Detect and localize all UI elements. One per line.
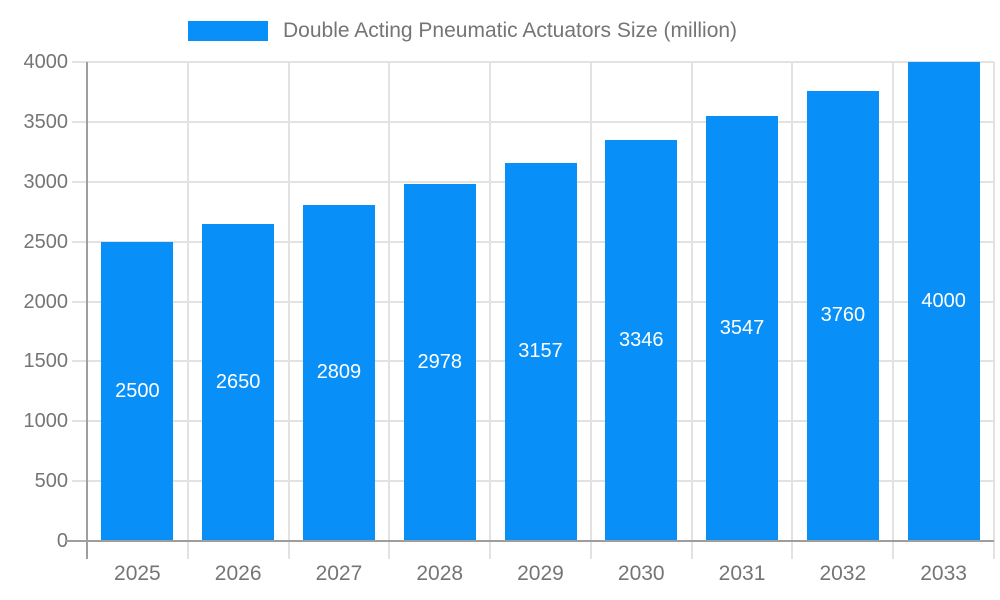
x-gridline xyxy=(489,62,492,559)
x-axis-tick-label: 2025 xyxy=(114,562,161,585)
bar-value-label: 3346 xyxy=(619,329,664,352)
x-gridline xyxy=(791,62,794,559)
bar-value-label: 3157 xyxy=(518,340,563,363)
x-gridline xyxy=(388,62,391,559)
x-gridline xyxy=(589,62,592,559)
x-axis-tick-label: 2031 xyxy=(718,562,766,585)
legend-swatch-icon xyxy=(188,21,268,41)
y-axis-tick-label: 2000 xyxy=(23,290,69,313)
bar-value-label: 3547 xyxy=(719,317,765,340)
x-axis-tick-label: 2032 xyxy=(819,562,867,585)
y-axis-tick-label: 2500 xyxy=(23,230,69,253)
bar-value-label: 2500 xyxy=(115,379,160,402)
x-axis-line xyxy=(66,540,994,542)
bar-2027[interactable]: 2809 xyxy=(302,204,375,541)
x-gridline xyxy=(690,62,693,559)
x-axis-tick-label: 2030 xyxy=(617,562,665,585)
legend[interactable]: Double Acting Pneumatic Actuators Size (… xyxy=(188,18,737,44)
x-gridline xyxy=(993,62,995,559)
bar-2032[interactable]: 3760 xyxy=(806,90,879,541)
legend-label: Double Acting Pneumatic Actuators Size (… xyxy=(283,19,738,42)
y-axis-tick-label: 3500 xyxy=(23,110,69,133)
y-axis-tick-label: 1500 xyxy=(23,350,69,373)
bar-value-label: 3760 xyxy=(820,304,866,327)
y-axis-tick-label: 4000 xyxy=(23,51,69,73)
x-axis-tick-label: 2028 xyxy=(416,562,464,585)
bar-value-label: 2978 xyxy=(417,351,462,374)
bar-2028[interactable]: 2978 xyxy=(403,184,476,541)
bar-2030[interactable]: 3346 xyxy=(605,140,678,541)
x-axis-tick-label: 2033 xyxy=(920,562,967,585)
y-axis-line xyxy=(86,62,88,559)
y-axis-tick-label: 500 xyxy=(34,470,68,493)
x-axis-tick-label: 2027 xyxy=(315,562,363,585)
x-gridline xyxy=(892,62,895,559)
bar-2033[interactable]: 4000 xyxy=(907,62,980,541)
bar-2029[interactable]: 3157 xyxy=(504,162,577,541)
x-axis-tick-label: 2029 xyxy=(517,562,564,585)
bar-2026[interactable]: 2650 xyxy=(202,223,275,541)
bar-value-label: 2650 xyxy=(215,370,261,393)
y-axis-tick-label: 3000 xyxy=(23,170,69,193)
x-gridline xyxy=(186,62,189,559)
y-gridline xyxy=(72,120,994,123)
y-axis-tick-label: 1000 xyxy=(23,410,69,433)
bar-value-label: 4000 xyxy=(921,290,966,312)
bar-2025[interactable]: 2500 xyxy=(101,241,174,541)
x-axis-tick-label: 2026 xyxy=(214,562,262,585)
bar-2031[interactable]: 3547 xyxy=(706,116,779,541)
bar-value-label: 2809 xyxy=(316,361,362,384)
y-axis-tick-label: 0 xyxy=(56,530,68,552)
y-gridline xyxy=(72,61,994,63)
x-gridline xyxy=(287,62,290,559)
